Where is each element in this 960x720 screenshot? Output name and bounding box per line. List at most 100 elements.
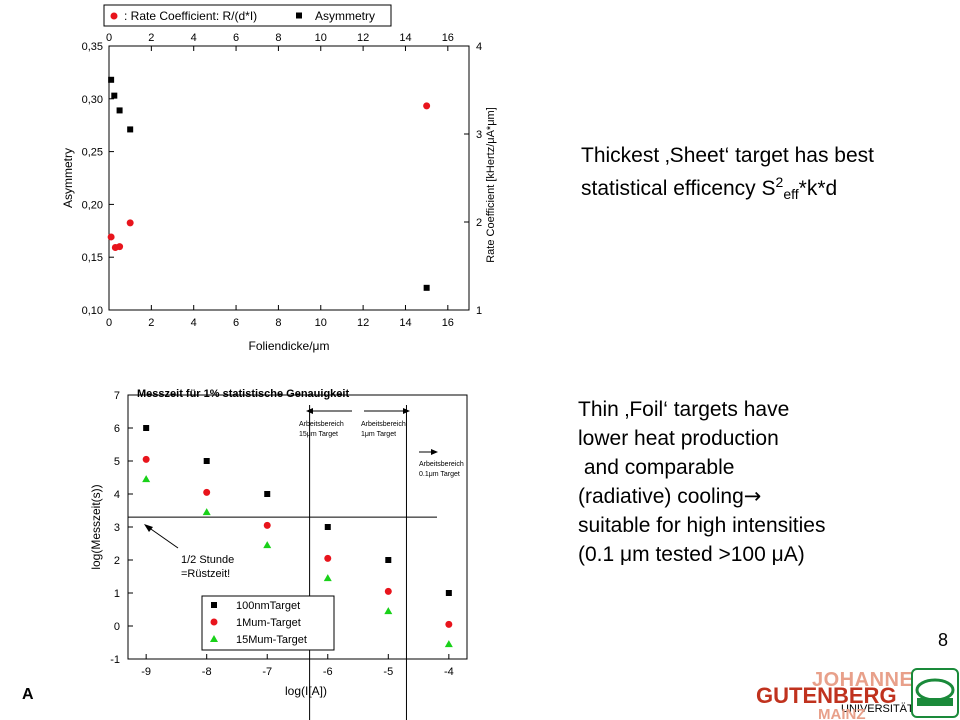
- chart2-y-tick-label: 2: [114, 555, 120, 567]
- chart1-top-tick-label: 0: [106, 32, 112, 44]
- legend-asymmetry-marker: [296, 12, 302, 19]
- right-arrow-icon: →: [743, 484, 762, 508]
- chart2-y-tick-label: -1: [110, 654, 120, 666]
- rate-point: [107, 233, 115, 241]
- chart1-legend-box: [103, 4, 392, 27]
- rate-point: [116, 243, 124, 251]
- chart2-x-tick-label: -9: [141, 666, 151, 678]
- asymmetry-point: [116, 107, 123, 114]
- chart1-x-tick-label: 16: [442, 317, 454, 329]
- chart1-x-tick-label: 14: [399, 317, 411, 329]
- 1mum-point: [263, 521, 271, 529]
- chart1-top-tick-label: 10: [315, 32, 327, 44]
- logo-johannes: JOHANNES: [812, 669, 927, 691]
- range-01um-label-2: 0.1μm Target: [419, 471, 460, 478]
- foil-note-line-4-text: (radiative) cooling: [578, 485, 744, 508]
- legend-1mum-label: 1Mum-Target: [236, 617, 301, 629]
- sheet-target-note: Thickest ‚Sheet‘ target has best statist…: [581, 143, 874, 207]
- chart1-top-tick-label: 6: [233, 32, 239, 44]
- chart1-y2-tick-label: 3: [476, 129, 482, 141]
- mami-logo-bar: [917, 698, 953, 706]
- chart1-y-tick-label: 0,15: [82, 252, 103, 264]
- chart1-plot-frame: [108, 45, 470, 311]
- range-01um-arrowhead: [431, 449, 438, 455]
- chart1-y2-tick-label: 2: [476, 217, 482, 229]
- chart1-y2-label: Rate Coefficient [kHertz/μA*μm]: [485, 107, 497, 263]
- sheet-note-line-2-text: statistical efficency S: [581, 177, 776, 200]
- chart2-y-tick-label: 7: [114, 390, 120, 402]
- chart2-x-tick-label: -8: [202, 666, 212, 678]
- chart1-x-tick-label: 2: [148, 317, 154, 329]
- foil-note-line-7: (0.1 μm tested >100 μA): [578, 543, 805, 566]
- legend-rate-label: : Rate Coefficient: R/(d*I): [124, 9, 257, 23]
- half-hour-arrowhead: [144, 524, 153, 532]
- foil-note-line-2: lower heat production: [578, 427, 779, 450]
- 100nm-point: [143, 425, 150, 431]
- rate-asymmetry-chart: 002244668810101212141416160,100,150,200,…: [61, 4, 497, 353]
- legend-asymmetry-label: Asymmetry: [315, 9, 375, 23]
- logo-universitaet: UNIVERSITÄT: [841, 703, 914, 715]
- footer-letter: A: [22, 686, 34, 703]
- half-hour-annotation: 1/2 Stunde =Rüstzeit!: [144, 524, 234, 580]
- rate-point: [126, 219, 134, 227]
- legend-15mum-label: 15Mum-Target: [236, 634, 307, 646]
- 15mum-point: [263, 541, 272, 549]
- range-15um-arrowhead: [306, 408, 313, 414]
- chart1-x-tick-label: 0: [106, 317, 112, 329]
- chart1-x-tick-label: 8: [275, 317, 281, 329]
- chart1-top-tick-label: 8: [275, 32, 281, 44]
- chart2-legend: 100nmTarget 1Mum-Target 15Mum-Target: [201, 595, 335, 651]
- sheet-note-line-2: statistical efficency S2eff*k*d: [581, 169, 874, 207]
- legend-100nm-marker: [211, 602, 217, 608]
- chart2-y-tick-label: 6: [114, 423, 120, 435]
- 1mum-point: [142, 455, 150, 463]
- 1mum-point: [324, 554, 332, 562]
- chart2-legend-box: [201, 595, 335, 651]
- chart1-legend: : Rate Coefficient: R/(d*I) Asymmetry: [103, 4, 392, 27]
- range-15um-label-2: 15μm Target: [299, 431, 338, 438]
- legend-15mum-marker: [210, 635, 218, 642]
- chart2-y-tick-label: 3: [114, 522, 120, 534]
- chart1-y-tick-label: 0,35: [82, 41, 103, 53]
- asymmetry-point: [108, 76, 115, 83]
- 15mum-point: [444, 640, 453, 648]
- legend-100nm-label: 100nmTarget: [236, 600, 300, 612]
- chart1-y-tick-label: 0,30: [82, 94, 103, 106]
- page-number: 8: [938, 630, 949, 650]
- 100nm-point: [203, 458, 210, 464]
- chart2-x-tick-label: -5: [383, 666, 393, 678]
- foil-note-line-4: (radiative) cooling→: [578, 482, 825, 511]
- 15mum-point: [323, 574, 332, 582]
- chart1-y2-tick-label: 1: [476, 305, 482, 317]
- 1mum-point: [445, 620, 453, 628]
- range-1um-annotation: Arbeitsbereich 1μm Target: [361, 408, 410, 438]
- chart1-x-tick-label: 10: [315, 317, 327, 329]
- university-logo: JOHANNES GUTENBERG UNIVERSITÄT MAINZ: [756, 668, 959, 720]
- chart1-x-label: Foliendicke/μm: [249, 339, 330, 353]
- range-01um-label-1: Arbeitsbereich: [419, 461, 464, 468]
- legend-rate-marker: [110, 12, 118, 20]
- 1mum-point: [384, 587, 392, 595]
- chart1-y-tick-label: 0,10: [82, 305, 103, 317]
- chart2-y-label: log(Messzeit(s)): [89, 484, 103, 569]
- half-hour-arrow: [147, 526, 179, 549]
- 100nm-point: [264, 491, 271, 497]
- 100nm-point: [445, 590, 452, 596]
- chart1-x-tick-label: 6: [233, 317, 239, 329]
- chart1-top-tick-label: 16: [442, 32, 454, 44]
- chart1-y-tick-label: 0,20: [82, 199, 103, 211]
- 100nm-point: [385, 557, 392, 563]
- range-01um-annotation: Arbeitsbereich 0.1μm Target: [419, 449, 464, 478]
- chart1-y-label: Asymmetry: [61, 148, 75, 208]
- rate-point: [423, 102, 431, 110]
- logo-gutenberg: GUTENBERG: [756, 683, 897, 708]
- half-hour-label-2: =Rüstzeit!: [181, 568, 230, 580]
- chart2-y-tick-label: 1: [114, 588, 120, 600]
- chart2-title: Messzeit für 1% statistische Genauigkeit: [137, 388, 349, 400]
- legend-1mum-marker: [210, 618, 218, 626]
- 15mum-point: [384, 607, 393, 615]
- chart1-top-tick-label: 14: [399, 32, 411, 44]
- foil-note-line-3: and comparable: [578, 456, 735, 479]
- sheet-note-sub: eff: [783, 186, 799, 202]
- range-15um-label-1: Arbeitsbereich: [299, 421, 344, 428]
